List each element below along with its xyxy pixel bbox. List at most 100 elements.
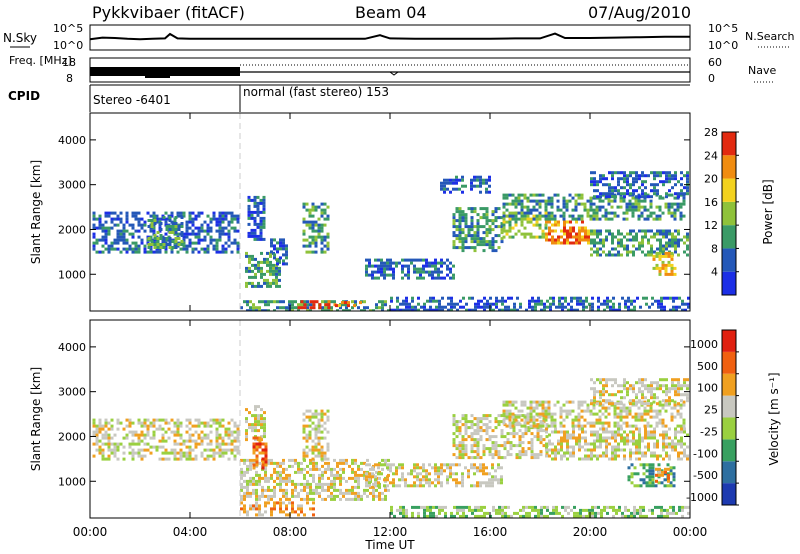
range-cell — [511, 214, 515, 218]
range-cell — [110, 211, 114, 215]
range-cell — [149, 226, 153, 230]
range-cell — [497, 456, 501, 460]
range-cell — [95, 439, 99, 443]
range-cell — [667, 473, 670, 477]
range-cell — [659, 244, 662, 248]
range-cell — [497, 444, 501, 448]
range-cell — [670, 266, 674, 270]
range-cell — [669, 296, 672, 300]
range-cell — [443, 184, 446, 188]
range-cell — [267, 303, 270, 307]
range-cell — [273, 309, 276, 311]
range-cell — [357, 473, 360, 477]
range-cell — [429, 305, 432, 309]
range-cell — [131, 211, 135, 215]
range-cell — [596, 241, 599, 245]
range-cell — [605, 454, 608, 458]
range-cell — [577, 418, 581, 422]
range-cell — [399, 302, 402, 306]
range-cell — [635, 445, 638, 449]
range-cell — [396, 305, 399, 309]
range-cell — [675, 296, 678, 300]
range-cell — [646, 193, 650, 197]
range-cell — [411, 308, 414, 311]
range-cell — [670, 269, 674, 273]
range-cell — [188, 232, 192, 236]
range-cell — [527, 426, 531, 430]
range-cell — [596, 439, 599, 443]
range-cell — [615, 308, 618, 311]
range-cell — [449, 181, 452, 185]
range-cell — [547, 199, 551, 203]
range-cell — [543, 308, 546, 311]
range-cell — [246, 309, 249, 311]
range-cell — [419, 276, 422, 280]
range-cell — [315, 491, 318, 495]
range-cell — [182, 244, 186, 248]
range-cell — [309, 488, 312, 492]
range-cell — [140, 433, 144, 437]
range-cell — [544, 199, 548, 203]
range-cell — [467, 475, 470, 479]
range-cell — [617, 250, 620, 254]
range-cell — [291, 510, 294, 514]
range-cell — [452, 187, 455, 191]
range-cell — [551, 451, 554, 455]
range-cell — [641, 174, 644, 178]
range-cell — [221, 214, 225, 218]
range-cell — [449, 475, 452, 479]
range-cell — [256, 201, 260, 205]
range-cell — [554, 427, 557, 431]
range-cell — [305, 238, 309, 242]
range-cell — [288, 464, 291, 468]
range-cell — [264, 300, 267, 304]
range-cell — [498, 505, 501, 509]
range-cell — [348, 476, 351, 480]
range-cell — [508, 229, 512, 233]
range-cell — [95, 424, 99, 428]
range-cell — [648, 484, 652, 488]
range-cell — [155, 220, 159, 224]
range-cell — [273, 488, 276, 492]
range-cell — [464, 414, 468, 418]
range-cell — [221, 424, 225, 428]
range-cell — [458, 453, 462, 457]
range-cell — [98, 421, 102, 425]
range-cell — [434, 264, 437, 268]
range-cell — [428, 270, 431, 274]
range-cell — [508, 400, 512, 404]
range-cell — [562, 199, 566, 203]
range-cell — [551, 235, 554, 239]
range-cell — [452, 444, 456, 448]
range-cell — [590, 229, 593, 233]
range-cell — [470, 438, 474, 442]
range-cell — [357, 482, 360, 486]
range-cell — [218, 238, 222, 242]
range-cell — [586, 208, 590, 212]
range-cell — [458, 228, 462, 232]
range-cell — [461, 447, 465, 451]
range-cell — [564, 296, 567, 300]
cpid-segment-normal: normal (fast stereo) 153 — [243, 85, 389, 99]
range-cell — [596, 430, 599, 434]
range-cell — [638, 448, 641, 452]
range-cell — [545, 430, 548, 434]
range-cell — [248, 426, 251, 430]
range-cell — [152, 229, 156, 233]
range-cell — [452, 213, 456, 217]
range-cell — [302, 232, 306, 236]
range-cell — [647, 384, 650, 388]
range-cell — [173, 232, 177, 236]
range-cell — [152, 418, 156, 422]
range-cell — [679, 412, 683, 416]
range-cell — [365, 273, 368, 277]
range-cell — [476, 240, 480, 244]
range-cell — [258, 451, 262, 455]
range-cell — [485, 466, 488, 470]
range-cell — [408, 305, 411, 309]
range-cell — [164, 238, 168, 242]
range-cell — [670, 272, 674, 276]
range-cell — [644, 445, 647, 449]
range-cell — [657, 302, 660, 306]
range-cell — [495, 508, 498, 512]
